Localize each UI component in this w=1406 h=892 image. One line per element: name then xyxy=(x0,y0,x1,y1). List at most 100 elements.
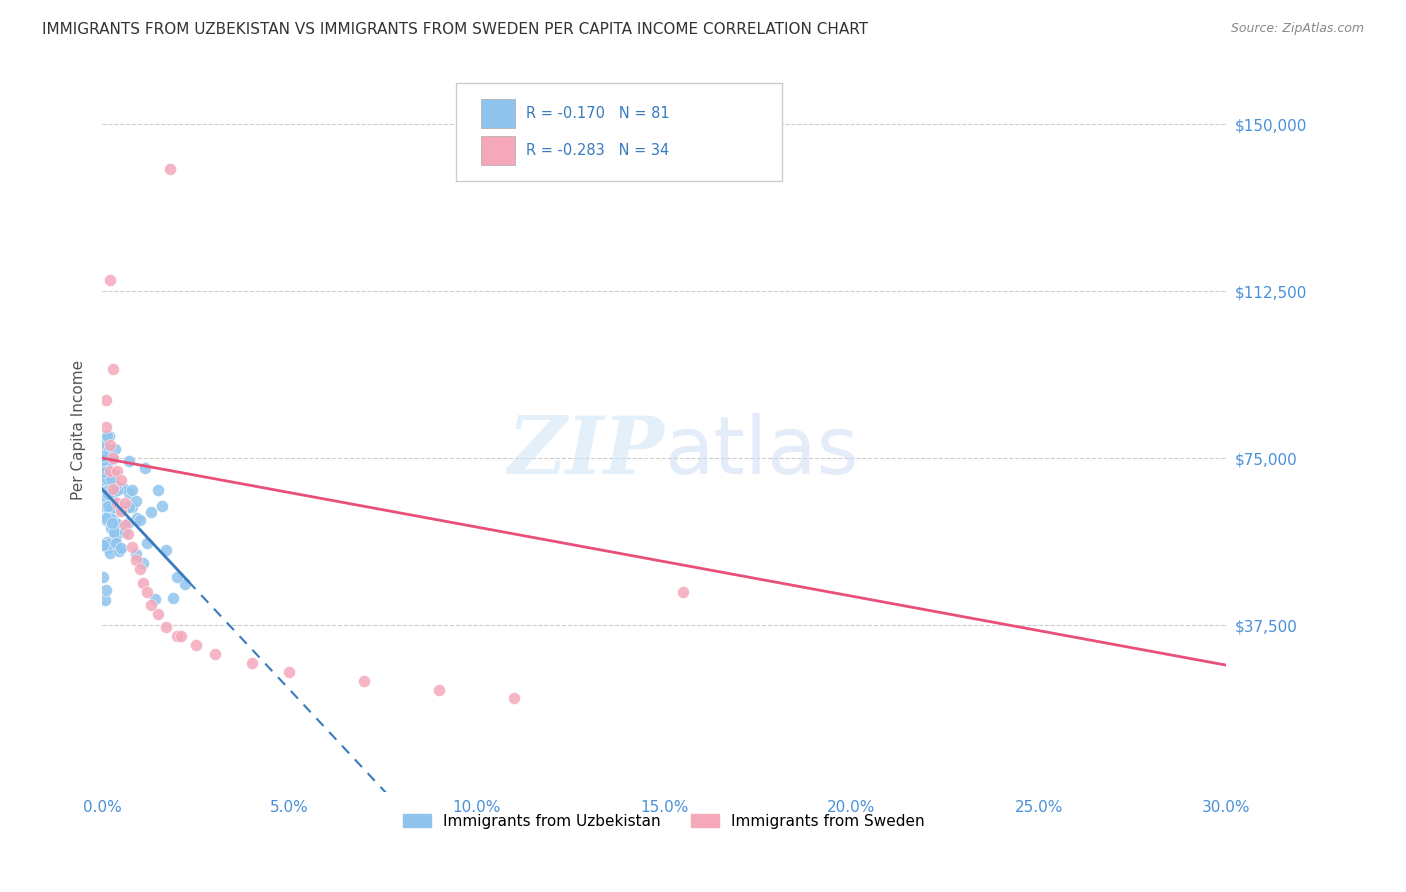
Immigrants from Uzbekistan xyxy=(91,453,114,467)
Immigrants from Uzbekistan xyxy=(96,511,118,525)
Immigrants from Uzbekistan xyxy=(91,434,114,449)
Immigrants from Uzbekistan xyxy=(103,525,125,540)
Text: R = -0.283   N = 34: R = -0.283 N = 34 xyxy=(526,143,669,158)
Immigrants from Uzbekistan xyxy=(96,535,118,549)
Immigrants from Sweden xyxy=(94,420,117,434)
Immigrants from Uzbekistan xyxy=(125,548,148,562)
Immigrants from Sweden xyxy=(94,393,117,408)
Immigrants from Sweden xyxy=(98,438,121,452)
Immigrants from Sweden xyxy=(204,647,226,661)
Immigrants from Sweden xyxy=(103,482,125,496)
Immigrants from Uzbekistan xyxy=(93,466,115,480)
Immigrants from Uzbekistan xyxy=(96,456,118,470)
Immigrants from Uzbekistan xyxy=(107,544,129,558)
Immigrants from Uzbekistan xyxy=(132,556,155,570)
Immigrants from Uzbekistan xyxy=(98,443,121,458)
FancyBboxPatch shape xyxy=(456,83,782,181)
Immigrants from Sweden xyxy=(98,464,121,478)
Text: IMMIGRANTS FROM UZBEKISTAN VS IMMIGRANTS FROM SWEDEN PER CAPITA INCOME CORRELATI: IMMIGRANTS FROM UZBEKISTAN VS IMMIGRANTS… xyxy=(42,22,869,37)
Immigrants from Uzbekistan xyxy=(117,516,139,531)
Immigrants from Sweden xyxy=(103,362,125,376)
Immigrants from Sweden xyxy=(114,517,136,532)
Immigrants from Uzbekistan xyxy=(96,582,118,597)
Immigrants from Uzbekistan xyxy=(97,505,120,519)
Immigrants from Sweden xyxy=(170,629,193,643)
Immigrants from Uzbekistan xyxy=(100,521,122,535)
Immigrants from Uzbekistan xyxy=(100,467,122,481)
Immigrants from Uzbekistan xyxy=(100,512,122,526)
Immigrants from Uzbekistan xyxy=(107,481,129,495)
Immigrants from Sweden xyxy=(672,584,695,599)
Immigrants from Sweden xyxy=(136,584,159,599)
Text: R = -0.170   N = 81: R = -0.170 N = 81 xyxy=(526,106,669,121)
Immigrants from Uzbekistan xyxy=(97,487,120,501)
Immigrants from Uzbekistan xyxy=(127,511,149,525)
Immigrants from Uzbekistan xyxy=(104,517,127,532)
Immigrants from Uzbekistan xyxy=(94,513,117,527)
Immigrants from Sweden xyxy=(110,504,132,518)
Immigrants from Sweden xyxy=(105,495,128,509)
Immigrants from Uzbekistan xyxy=(150,499,173,513)
Immigrants from Uzbekistan xyxy=(173,577,195,591)
Immigrants from Uzbekistan xyxy=(97,537,120,551)
Immigrants from Uzbekistan xyxy=(136,536,159,550)
FancyBboxPatch shape xyxy=(481,136,515,165)
Immigrants from Sweden xyxy=(148,607,170,621)
Immigrants from Uzbekistan xyxy=(139,506,162,520)
Immigrants from Sweden xyxy=(105,464,128,478)
Immigrants from Uzbekistan xyxy=(91,570,114,584)
Immigrants from Uzbekistan xyxy=(100,472,122,486)
Immigrants from Uzbekistan xyxy=(114,525,136,540)
Immigrants from Sweden xyxy=(139,598,162,612)
Immigrants from Uzbekistan xyxy=(98,429,121,443)
Immigrants from Uzbekistan xyxy=(103,467,125,482)
Immigrants from Uzbekistan xyxy=(108,504,131,518)
Immigrants from Uzbekistan xyxy=(91,473,114,487)
Immigrants from Uzbekistan xyxy=(134,461,156,475)
Immigrants from Sweden xyxy=(132,575,155,590)
Immigrants from Uzbekistan xyxy=(94,500,117,515)
Text: Source: ZipAtlas.com: Source: ZipAtlas.com xyxy=(1230,22,1364,36)
Immigrants from Uzbekistan xyxy=(105,483,128,498)
Immigrants from Sweden xyxy=(353,673,375,688)
Immigrants from Sweden xyxy=(98,273,121,287)
Immigrants from Uzbekistan xyxy=(97,509,120,524)
Immigrants from Uzbekistan xyxy=(91,449,114,463)
Y-axis label: Per Capita Income: Per Capita Income xyxy=(72,360,86,500)
Text: atlas: atlas xyxy=(664,413,859,491)
Immigrants from Uzbekistan xyxy=(104,442,127,456)
Immigrants from Uzbekistan xyxy=(94,459,117,474)
Immigrants from Sweden xyxy=(121,540,143,554)
Immigrants from Sweden xyxy=(159,161,181,176)
Immigrants from Uzbekistan xyxy=(94,441,117,455)
Immigrants from Sweden xyxy=(184,638,207,652)
Immigrants from Sweden xyxy=(125,553,148,567)
Immigrants from Uzbekistan xyxy=(104,536,127,550)
Immigrants from Uzbekistan xyxy=(91,485,114,500)
Immigrants from Uzbekistan xyxy=(96,429,118,443)
Immigrants from Uzbekistan xyxy=(94,538,117,552)
Immigrants from Uzbekistan xyxy=(121,483,143,498)
Immigrants from Uzbekistan xyxy=(166,569,188,583)
Immigrants from Uzbekistan xyxy=(97,541,120,555)
Immigrants from Uzbekistan xyxy=(110,541,132,556)
Immigrants from Uzbekistan xyxy=(97,500,120,514)
Immigrants from Sweden xyxy=(114,495,136,509)
Immigrants from Uzbekistan xyxy=(98,482,121,496)
Immigrants from Uzbekistan xyxy=(125,494,148,508)
Immigrants from Uzbekistan xyxy=(94,593,117,607)
Immigrants from Sweden xyxy=(278,665,301,679)
Immigrants from Sweden xyxy=(240,656,263,670)
Immigrants from Uzbekistan xyxy=(91,538,114,552)
Immigrants from Uzbekistan xyxy=(118,486,141,500)
Immigrants from Uzbekistan xyxy=(98,537,121,551)
Immigrants from Uzbekistan xyxy=(101,516,124,530)
Immigrants from Sweden xyxy=(128,562,150,576)
Text: ZIP: ZIP xyxy=(508,413,664,491)
FancyBboxPatch shape xyxy=(481,98,515,128)
Immigrants from Sweden xyxy=(117,526,139,541)
Immigrants from Uzbekistan xyxy=(93,489,115,503)
Immigrants from Uzbekistan xyxy=(104,530,127,544)
Immigrants from Uzbekistan xyxy=(110,522,132,536)
Immigrants from Uzbekistan xyxy=(105,478,128,492)
